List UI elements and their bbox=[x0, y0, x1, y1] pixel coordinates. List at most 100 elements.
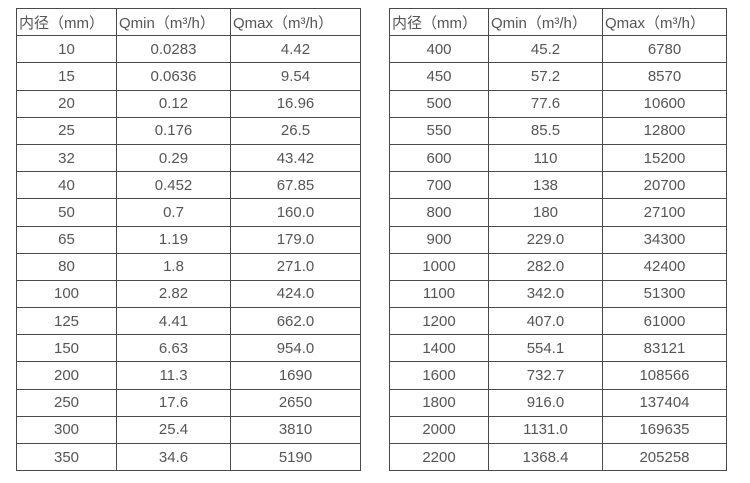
table-cell: 26.5 bbox=[230, 116, 361, 145]
table-cell: 554.1 bbox=[488, 334, 603, 363]
table-cell: 2650 bbox=[230, 388, 361, 417]
table-cell: 108566 bbox=[602, 361, 727, 390]
table-cell: 110 bbox=[488, 143, 603, 173]
table-cell: 43.42 bbox=[230, 143, 361, 173]
table-cell: 1400 bbox=[389, 334, 489, 363]
header-cell: 内径（mm） bbox=[16, 7, 117, 37]
table-cell: 0.7 bbox=[116, 198, 231, 227]
table-cell: 6780 bbox=[602, 35, 727, 64]
table-cell: 15 bbox=[16, 62, 117, 91]
table-cell: 32 bbox=[16, 143, 117, 173]
table-row: 2200 1368.4 205258 bbox=[389, 442, 727, 472]
table-cell: 1.8 bbox=[116, 252, 231, 281]
table-cell: 17.6 bbox=[116, 388, 231, 417]
table-cell: 34300 bbox=[602, 225, 727, 254]
table-cell: 2.82 bbox=[116, 279, 231, 309]
table-cell: 400 bbox=[389, 35, 489, 64]
flow-table-left: 内径（mm） Qmin（m³/h） Qmax（m³/h） 10 0.0283 4.42 15… bbox=[16, 7, 361, 472]
table-cell: 0.176 bbox=[116, 116, 231, 145]
table-cell: 350 bbox=[16, 442, 117, 472]
table-row: 40 0.452 67.85 bbox=[16, 171, 361, 200]
table-cell: 6.63 bbox=[116, 334, 231, 363]
table-cell: 2000 bbox=[389, 415, 489, 445]
table-cell: 50 bbox=[16, 198, 117, 227]
table-cell: 125 bbox=[16, 307, 117, 336]
table-cell: 550 bbox=[389, 116, 489, 145]
header-row: 内径（mm） Qmin（m³/h） Qmax（m³/h） bbox=[16, 7, 361, 37]
table-cell: 67.85 bbox=[230, 171, 361, 200]
table-cell: 169635 bbox=[602, 415, 727, 445]
table-cell: 51300 bbox=[602, 279, 727, 309]
table-cell: 600 bbox=[389, 143, 489, 173]
table-cell: 662.0 bbox=[230, 307, 361, 336]
table-cell: 424.0 bbox=[230, 279, 361, 309]
table-cell: 20700 bbox=[602, 171, 727, 200]
table-cell: 916.0 bbox=[488, 388, 603, 417]
table-cell: 0.0283 bbox=[116, 35, 231, 64]
header-row: 内径（mm） Qmin（m³/h） Qmax（m³/h） bbox=[389, 7, 727, 37]
table-cell: 137404 bbox=[602, 388, 727, 417]
table-cell: 0.0636 bbox=[116, 62, 231, 91]
table-row: 300 25.4 3810 bbox=[16, 415, 361, 445]
table-row: 900 229.0 34300 bbox=[389, 225, 727, 254]
table-cell: 954.0 bbox=[230, 334, 361, 363]
table-row: 1800 916.0 137404 bbox=[389, 388, 727, 417]
table-cell: 27100 bbox=[602, 198, 727, 227]
table-cell: 1.19 bbox=[116, 225, 231, 254]
table-cell: 250 bbox=[16, 388, 117, 417]
table-row: 350 34.6 5190 bbox=[16, 442, 361, 472]
table-row: 600 110 15200 bbox=[389, 143, 727, 173]
table-cell: 150 bbox=[16, 334, 117, 363]
table-row: 550 85.5 12800 bbox=[389, 116, 727, 145]
table-cell: 5190 bbox=[230, 442, 361, 472]
table-cell: 45.2 bbox=[488, 35, 603, 64]
table-cell: 25.4 bbox=[116, 415, 231, 445]
table-cell: 8570 bbox=[602, 62, 727, 91]
table-cell: 179.0 bbox=[230, 225, 361, 254]
table-cell: 1368.4 bbox=[488, 442, 603, 472]
table-cell: 3810 bbox=[230, 415, 361, 445]
table-row: 800 180 27100 bbox=[389, 198, 727, 227]
table-cell: 205258 bbox=[602, 442, 727, 472]
header-cell: Qmax（m³/h） bbox=[230, 7, 361, 37]
header-cell: Qmin（m³/h） bbox=[488, 7, 603, 37]
table-row: 100 2.82 424.0 bbox=[16, 279, 361, 309]
table-row: 65 1.19 179.0 bbox=[16, 225, 361, 254]
table-cell: 15200 bbox=[602, 143, 727, 173]
table-row: 20 0.12 16.96 bbox=[16, 89, 361, 118]
table-cell: 40 bbox=[16, 171, 117, 200]
table-row: 250 17.6 2650 bbox=[16, 388, 361, 417]
table-cell: 180 bbox=[488, 198, 603, 227]
table-cell: 282.0 bbox=[488, 252, 603, 281]
table-row: 25 0.176 26.5 bbox=[16, 116, 361, 145]
table-cell: 342.0 bbox=[488, 279, 603, 309]
table-cell: 1000 bbox=[389, 252, 489, 281]
table-row: 700 138 20700 bbox=[389, 171, 727, 200]
header-cell: Qmin（m³/h） bbox=[116, 7, 231, 37]
table-cell: 407.0 bbox=[488, 307, 603, 336]
table-cell: 16.96 bbox=[230, 89, 361, 118]
table-cell: 0.452 bbox=[116, 171, 231, 200]
table-cell: 65 bbox=[16, 225, 117, 254]
table-row: 10 0.0283 4.42 bbox=[16, 35, 361, 64]
table-cell: 77.6 bbox=[488, 89, 603, 118]
table-row: 1200 407.0 61000 bbox=[389, 307, 727, 336]
table-row: 15 0.0636 9.54 bbox=[16, 62, 361, 91]
table-row: 50 0.7 160.0 bbox=[16, 198, 361, 227]
table-cell: 138 bbox=[488, 171, 603, 200]
table-cell: 271.0 bbox=[230, 252, 361, 281]
table-cell: 42400 bbox=[602, 252, 727, 281]
flow-spec-tables: 内径（mm） Qmin（m³/h） Qmax（m³/h） 10 0.0283 4.42 15… bbox=[16, 7, 727, 472]
table-cell: 1800 bbox=[389, 388, 489, 417]
table-cell: 1690 bbox=[230, 361, 361, 390]
table-cell: 4.42 bbox=[230, 35, 361, 64]
table-cell: 57.2 bbox=[488, 62, 603, 91]
header-cell: Qmax（m³/h） bbox=[602, 7, 727, 37]
table-cell: 0.29 bbox=[116, 143, 231, 173]
table-row: 32 0.29 43.42 bbox=[16, 143, 361, 173]
table-cell: 200 bbox=[16, 361, 117, 390]
flow-table-right: 内径（mm） Qmin（m³/h） Qmax（m³/h） 400 45.2 6780 450… bbox=[389, 7, 727, 472]
table-row: 150 6.63 954.0 bbox=[16, 334, 361, 363]
table-cell: 20 bbox=[16, 89, 117, 118]
table-row: 1000 282.0 42400 bbox=[389, 252, 727, 281]
